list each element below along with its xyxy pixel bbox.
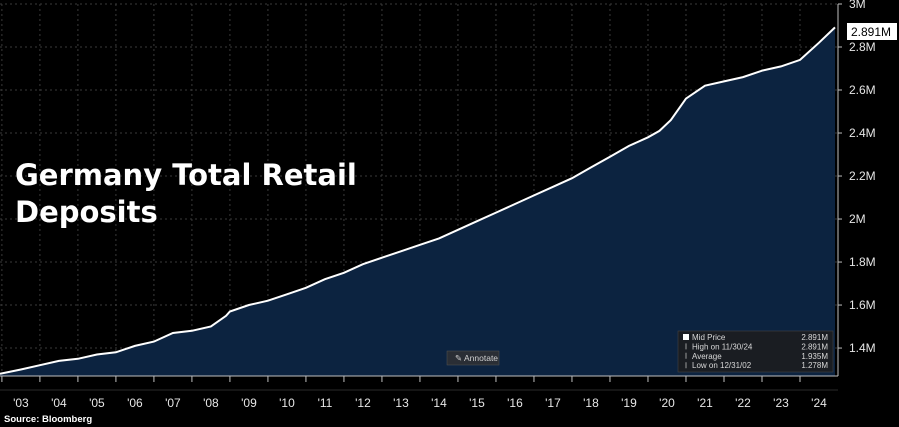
legend-value: 2.891M bbox=[801, 333, 828, 342]
y-axis: 3M 2.8M 2.6M 2.4M 2.2M 2M 1.8M 1.6M 1.4M bbox=[837, 0, 876, 376]
y-tick-label: 1.8M bbox=[849, 255, 876, 269]
legend-label: High on 11/30/24 bbox=[692, 342, 753, 351]
x-tick-label: '23 bbox=[773, 396, 789, 410]
legend: Mid Price 2.891M High on 11/30/24 2.891M Ave… bbox=[677, 330, 834, 373]
y-tick-label: 1.4M bbox=[849, 341, 876, 355]
legend-value: 2.891M bbox=[801, 342, 828, 351]
legend-label: Average bbox=[692, 352, 722, 361]
y-tick-label: 1.6M bbox=[849, 298, 876, 312]
y-tick-label: 2.4M bbox=[849, 126, 876, 140]
y-tick-label: 2.8M bbox=[849, 40, 876, 54]
x-tick-label: '15 bbox=[469, 396, 485, 410]
legend-value: 1.935M bbox=[801, 352, 828, 361]
y-tick-label: 3M bbox=[849, 0, 866, 11]
series-line-mid-price bbox=[0, 26, 836, 375]
pencil-icon: ✎ bbox=[455, 353, 462, 363]
source-note: Source: Bloomberg bbox=[4, 414, 92, 425]
x-axis: '03 '04 '05 '06 '07 '08 '09 '10 '11 '12 '13 '14 '15 '… bbox=[0, 375, 838, 410]
x-tick-label: '06 bbox=[127, 396, 143, 410]
x-tick-label: '13 bbox=[393, 396, 409, 410]
x-tick-label: '16 bbox=[507, 396, 523, 410]
x-tick-label: '21 bbox=[697, 396, 713, 410]
x-tick-label: '20 bbox=[659, 396, 675, 410]
last-value-text: 2.891M bbox=[851, 25, 891, 39]
x-tick-label: '03 bbox=[13, 396, 29, 410]
legend-value: 1.278M bbox=[801, 361, 828, 370]
legend-label: Low on 12/31/02 bbox=[692, 361, 752, 370]
x-tick-label: '24 bbox=[811, 396, 827, 410]
x-tick-label: '10 bbox=[279, 396, 295, 410]
y-tick-label: 2.6M bbox=[849, 83, 876, 97]
x-tick-label: '05 bbox=[89, 396, 105, 410]
x-tick-label: '19 bbox=[621, 396, 637, 410]
x-tick-label: '17 bbox=[545, 396, 561, 410]
annotate-label: Annotate bbox=[464, 353, 498, 363]
area-fill bbox=[0, 27, 835, 377]
x-tick-label: '12 bbox=[355, 396, 371, 410]
legend-swatch bbox=[683, 334, 689, 340]
last-value-label: 2.891M bbox=[847, 23, 897, 40]
x-tick-label: '04 bbox=[51, 396, 67, 410]
x-tick-label: '11 bbox=[318, 396, 333, 410]
x-tick-label: '09 bbox=[241, 396, 257, 410]
x-tick-label: '22 bbox=[735, 396, 751, 410]
chart-title: Germany Total Retail Deposits bbox=[15, 158, 367, 229]
legend-label: Mid Price bbox=[692, 333, 726, 342]
x-tick-label: '18 bbox=[583, 396, 599, 410]
y-tick-label: 2.2M bbox=[849, 169, 876, 183]
x-tick-label: '08 bbox=[203, 396, 219, 410]
x-tick-label: '07 bbox=[165, 396, 181, 410]
annotate-button[interactable]: ✎ Annotate bbox=[446, 350, 500, 366]
y-tick-label: 2M bbox=[849, 212, 866, 226]
x-tick-label: '14 bbox=[431, 396, 447, 410]
